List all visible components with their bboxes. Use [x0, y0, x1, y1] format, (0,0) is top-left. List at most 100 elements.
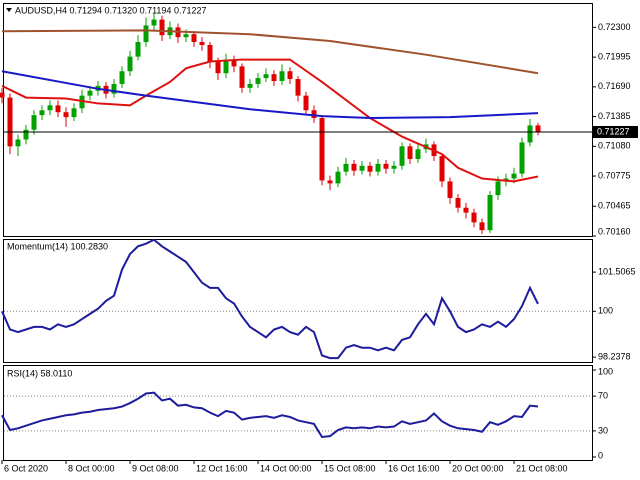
candle-body	[111, 83, 117, 94]
candle-body	[487, 195, 493, 231]
candle-body	[399, 146, 405, 166]
candle-body	[535, 125, 541, 132]
current-price-box	[593, 125, 638, 138]
candle-body	[511, 173, 517, 179]
candle-body	[407, 146, 413, 159]
y-tick-label: 100	[598, 366, 613, 376]
candle-body	[519, 142, 525, 174]
candle-body	[255, 78, 261, 84]
candle-body	[63, 112, 69, 118]
chart-title: AUDUSD,H4 0.71294 0.71320 0.71194 0.7122…	[15, 5, 206, 15]
x-tick-label: 12 Oct 16:00	[196, 463, 248, 473]
candle-body	[47, 105, 53, 111]
candle-body	[55, 105, 61, 113]
y-tick-label: 101.5065	[598, 266, 636, 276]
candle-body	[455, 197, 461, 208]
x-tick-label: 15 Oct 08:00	[324, 463, 376, 473]
candle-body	[159, 19, 165, 36]
candle-body	[207, 44, 213, 62]
candle-body	[375, 163, 381, 172]
candle-body	[23, 129, 29, 140]
candle-body	[367, 165, 373, 172]
moving-average	[1, 29, 539, 75]
rsi-title: RSI(14) 58.0110	[7, 368, 72, 378]
y-tick-label: 0.70160	[598, 226, 631, 236]
candle-body	[303, 95, 309, 111]
y-tick-label: 30	[598, 425, 608, 435]
candle-body	[183, 34, 189, 38]
x-tick-label: 14 Oct 00:00	[260, 463, 312, 473]
candle-body	[271, 74, 277, 82]
candle-body	[263, 74, 269, 79]
momentum-title: Momentum(14) 100.2830	[7, 241, 108, 251]
momentum-panel	[3, 239, 593, 363]
indicator-line	[1, 238, 539, 360]
x-tick-label: 8 Oct 00:00	[68, 463, 115, 473]
x-tick-label: 16 Oct 16:00	[388, 463, 440, 473]
y-tick-label: 0.71995	[598, 52, 631, 62]
x-tick-label: 9 Oct 08:00	[132, 463, 179, 473]
candle-body	[127, 56, 133, 72]
x-tick-label: 6 Oct 2020	[4, 463, 48, 473]
current-price-label: 0.71227	[597, 126, 630, 136]
y-tick-label: 0.71690	[598, 81, 631, 91]
y-tick-label: 100	[598, 306, 613, 316]
moving-average	[1, 70, 539, 120]
candle-body	[143, 25, 149, 43]
candle-body	[415, 149, 421, 159]
y-tick-label: 0.70465	[598, 201, 631, 211]
y-tick-label: 0.71080	[598, 141, 631, 151]
candle-body	[231, 59, 237, 67]
candle-body	[87, 90, 93, 96]
candle-body	[0, 92, 5, 98]
candle-body	[287, 71, 293, 80]
candle-body	[447, 181, 453, 198]
candle-body	[151, 19, 157, 26]
candle-body	[215, 61, 221, 74]
candle-body	[247, 83, 253, 88]
candle-body	[463, 207, 469, 213]
candle-body	[295, 79, 301, 96]
candle-body	[135, 42, 141, 57]
y-tick-label: 0.71385	[598, 111, 631, 121]
candle-body	[31, 115, 37, 130]
x-tick-label: 20 Oct 00:00	[452, 463, 504, 473]
candle-body	[119, 71, 125, 84]
candle-body	[359, 165, 365, 171]
candle-body	[343, 163, 349, 172]
y-tick-label: 98.2378	[598, 351, 631, 361]
candle-body	[199, 42, 205, 45]
candle-body	[239, 66, 245, 88]
candle-body	[391, 165, 397, 169]
candle-body	[7, 97, 13, 147]
candle-body	[471, 212, 477, 223]
x-tick-label: 21 Oct 08:00	[516, 463, 568, 473]
candle-body	[223, 59, 229, 74]
candle-body	[311, 110, 317, 119]
y-tick-label: 0.70775	[598, 170, 631, 180]
candle-body	[351, 163, 357, 171]
candle-body	[495, 181, 501, 196]
candle-body	[279, 71, 285, 82]
rsi-panel	[3, 365, 593, 461]
candle-body	[39, 110, 45, 116]
candle-body	[383, 163, 389, 169]
candle-body	[71, 108, 77, 118]
y-tick-label: 0.72300	[598, 22, 631, 32]
candle-body	[479, 222, 485, 231]
candle-body	[439, 156, 445, 182]
moving-average	[1, 58, 539, 183]
candle-body	[191, 34, 197, 43]
candle-body	[335, 171, 341, 184]
price-panel	[3, 3, 593, 237]
y-tick-label: 0	[598, 450, 603, 460]
y-tick-label: 70	[598, 390, 608, 400]
candle-body	[319, 118, 325, 181]
candle-body	[15, 139, 21, 147]
candle-body	[527, 125, 533, 143]
menu-icon	[6, 8, 12, 12]
indicator-line	[1, 391, 539, 439]
candle-body	[327, 180, 333, 184]
